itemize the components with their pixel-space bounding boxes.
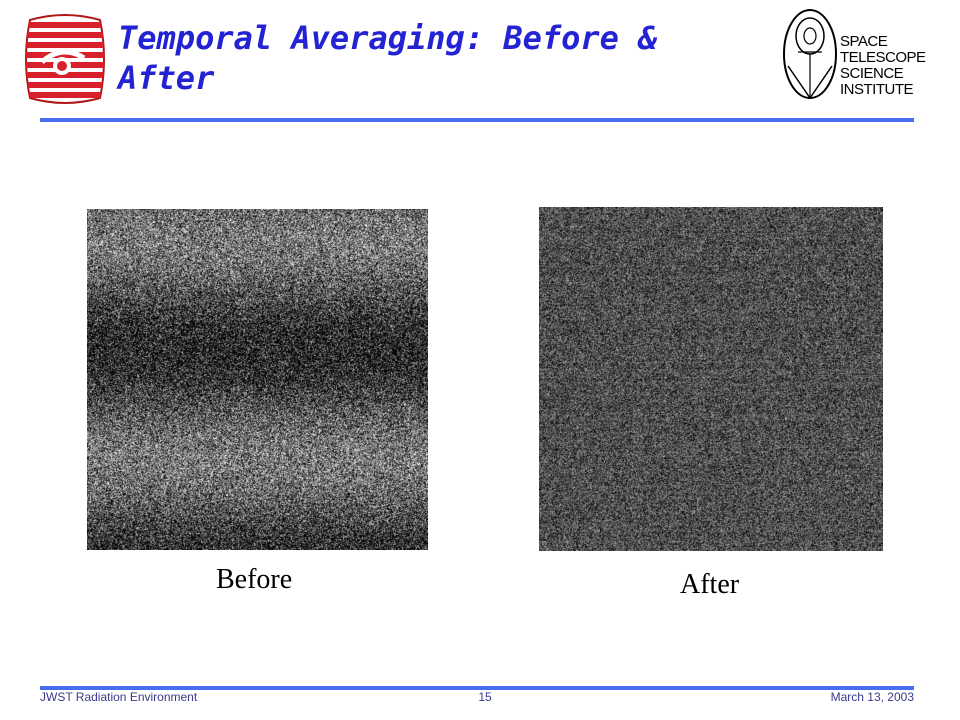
footer-title: JWST Radiation Environment xyxy=(40,690,198,704)
footer-date: March 13, 2003 xyxy=(830,690,914,704)
slide-title: Temporal Averaging: Before & After xyxy=(118,19,658,97)
stsci-line: INSTITUTE xyxy=(840,81,913,98)
footer-divider xyxy=(40,686,914,690)
page-number: 15 xyxy=(478,690,492,704)
before-caption: Before xyxy=(216,564,293,595)
stsci-telescope-logo-icon: SPACE TELESCOPE SCIENCE INSTITUTE xyxy=(778,6,938,106)
stsci-logo-text: SPACE TELESCOPE SCIENCE INSTITUTE xyxy=(840,34,926,98)
stsci-line: TELESCOPE xyxy=(840,49,926,66)
after-caption: After xyxy=(680,569,740,600)
stsci-line: SPACE xyxy=(840,33,888,50)
before-noise-image xyxy=(87,209,428,550)
stsci-line: SCIENCE xyxy=(840,65,904,82)
stsci-red-striped-logo-icon xyxy=(22,14,108,104)
title-divider xyxy=(40,118,914,122)
after-noise-image xyxy=(539,207,883,551)
